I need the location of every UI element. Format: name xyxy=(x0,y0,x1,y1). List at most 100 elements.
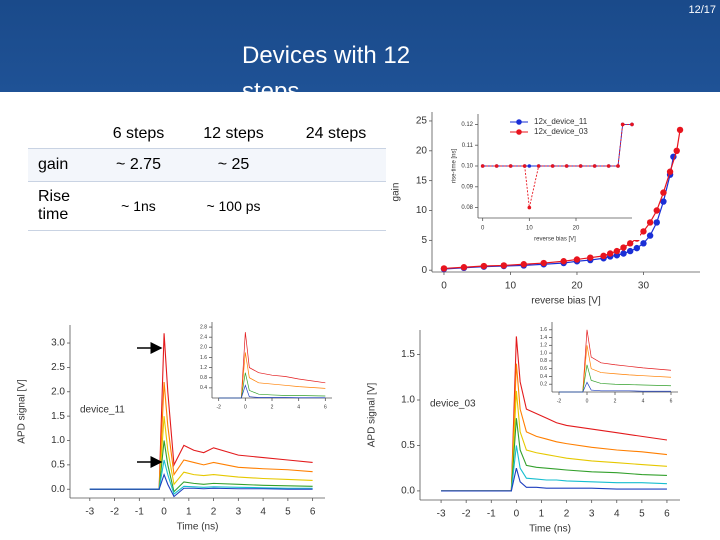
y-tick-label: 2.8 xyxy=(200,324,207,330)
x-axis-label: Time (ns) xyxy=(529,524,571,535)
y-tick-label: 2.4 xyxy=(200,335,207,341)
annotation: device_11 xyxy=(80,405,125,416)
empty-cell xyxy=(286,181,386,231)
x-tick-label: 2 xyxy=(271,404,274,410)
data-point xyxy=(540,259,547,267)
data-point xyxy=(500,262,508,269)
y-tick-label: 0.2 xyxy=(540,382,547,388)
series-line xyxy=(89,459,313,496)
data-point xyxy=(592,164,597,168)
table-cell: ~ 1ns xyxy=(96,181,181,231)
x-tick-label: 1 xyxy=(539,509,545,520)
data-point xyxy=(564,164,569,168)
y-tick-label: 1.0 xyxy=(51,435,65,446)
series-line xyxy=(441,445,667,492)
y-tick-label: 1.5 xyxy=(51,411,65,422)
table-row: Rise time ~ 1ns ~ 100 ps xyxy=(28,181,386,231)
empty-cell xyxy=(286,148,386,182)
x-tick-label: 0 xyxy=(514,509,520,520)
series-line xyxy=(559,345,672,393)
x-tick-label: 4 xyxy=(642,398,645,404)
data-point xyxy=(620,244,627,251)
x-tick-label: 3 xyxy=(589,509,595,520)
y-tick-label: 1.6 xyxy=(540,327,547,333)
y-tick-label: 0.4 xyxy=(200,385,207,391)
legend-marker xyxy=(516,129,522,135)
x-axis-label: Time (ns) xyxy=(177,522,219,533)
series-line xyxy=(443,129,681,270)
x-tick-label: 4 xyxy=(614,509,620,520)
x-tick-label: 6 xyxy=(310,507,316,518)
data-point xyxy=(560,258,567,265)
y-tick-label: 25 xyxy=(416,116,428,127)
y-tick-label: 0.6 xyxy=(540,366,547,372)
x-tick-label: -3 xyxy=(437,509,446,520)
data-point xyxy=(550,164,555,168)
y-axis-label: APD signal [V] xyxy=(17,379,28,444)
series-line xyxy=(89,472,313,498)
x-tick-label: -2 xyxy=(216,404,221,410)
y-tick-label: 15 xyxy=(416,175,428,186)
data-point xyxy=(626,247,634,255)
data-point xyxy=(660,198,667,205)
y-tick-label: 0.10 xyxy=(461,164,473,170)
x-tick-label: 20 xyxy=(573,226,580,232)
x-tick-label: 6 xyxy=(664,509,670,520)
table-cell: ~ 25 xyxy=(181,148,286,182)
legend-marker xyxy=(516,119,522,125)
x-tick-label: 2 xyxy=(211,507,217,518)
data-point xyxy=(522,164,527,168)
data-point xyxy=(536,164,541,168)
data-point xyxy=(626,240,634,247)
x-tick-label: 4 xyxy=(297,404,300,410)
data-point xyxy=(640,240,647,247)
x-tick-label: 2 xyxy=(564,509,570,520)
y-tick-label: 1.5 xyxy=(401,349,415,360)
y-tick-label: 5 xyxy=(421,235,427,246)
x-tick-label: -1 xyxy=(487,509,496,520)
row-label: Rise time xyxy=(28,181,96,231)
data-point xyxy=(653,219,660,226)
y-tick-label: 0.09 xyxy=(461,184,473,190)
series-line xyxy=(218,384,326,399)
series-line xyxy=(218,332,326,399)
y-tick-label: 2.0 xyxy=(200,345,207,351)
data-point xyxy=(633,244,641,252)
series-line xyxy=(559,364,672,393)
y-tick-label: 3.0 xyxy=(51,338,65,349)
y-tick-label: 0.8 xyxy=(200,375,207,381)
x-tick-label: 0 xyxy=(244,404,247,410)
data-point xyxy=(527,205,532,210)
y-tick-label: 0.11 xyxy=(462,143,474,149)
data-point xyxy=(578,164,583,168)
series-line xyxy=(559,381,671,393)
y-tick-label: 0.4 xyxy=(540,374,547,380)
data-point xyxy=(666,168,674,175)
x-tick-label: 6 xyxy=(324,404,327,410)
header-cell: 12 steps xyxy=(181,120,286,149)
header-banner: 12/17 Devices with 12 steps xyxy=(0,0,720,92)
y-tick-label: 0.0 xyxy=(401,486,415,497)
series-line xyxy=(89,440,313,493)
table-row: gain ~ 2.75 ~ 25 xyxy=(28,148,386,182)
x-tick-label: 30 xyxy=(638,281,650,292)
data-point xyxy=(494,164,499,168)
data-point xyxy=(527,164,532,168)
y-tick-label: 1.6 xyxy=(200,355,207,361)
x-axis-label: reverse bias [V] xyxy=(531,296,601,307)
x-tick-label: 0 xyxy=(161,507,167,518)
y-tick-label: 0.5 xyxy=(51,460,65,471)
y-tick-label: 20 xyxy=(416,145,428,156)
data-point xyxy=(616,164,620,168)
x-tick-label: 5 xyxy=(285,507,291,518)
data-point xyxy=(620,122,625,127)
x-tick-label: -1 xyxy=(135,507,144,518)
x-tick-label: -2 xyxy=(110,507,119,518)
x-tick-label: 10 xyxy=(505,281,517,292)
header-cell: 24 steps xyxy=(286,120,386,149)
data-point xyxy=(600,252,607,260)
series-line xyxy=(559,329,672,393)
x-tick-label: 3 xyxy=(236,507,242,518)
